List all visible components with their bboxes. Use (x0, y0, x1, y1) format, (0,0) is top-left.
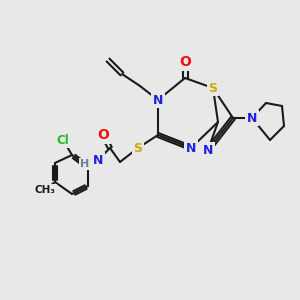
Text: N: N (93, 154, 103, 166)
Text: CH₃: CH₃ (34, 185, 56, 195)
Text: N: N (153, 94, 163, 106)
Text: O: O (97, 128, 109, 142)
Text: O: O (179, 55, 191, 69)
Text: S: S (134, 142, 142, 154)
Text: N: N (186, 142, 196, 154)
Text: Cl: Cl (57, 134, 69, 146)
Text: H: H (80, 159, 90, 169)
Text: N: N (247, 112, 257, 124)
Text: S: S (208, 82, 217, 94)
Text: N: N (203, 143, 213, 157)
